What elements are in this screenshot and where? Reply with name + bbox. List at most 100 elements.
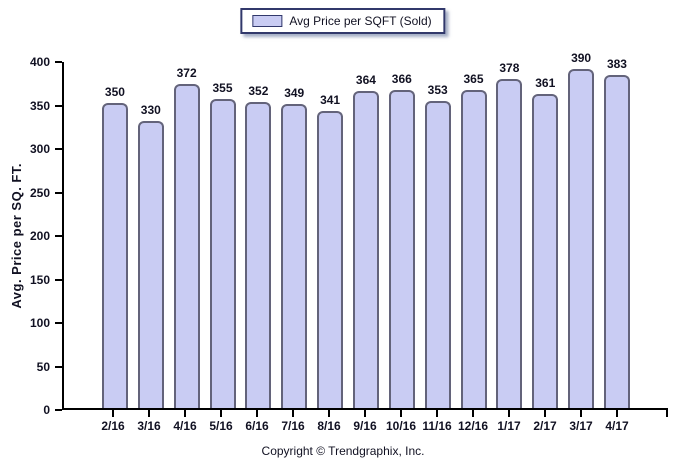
y-tick-100: 100 — [0, 316, 62, 330]
x-tick-label: 12/16 — [457, 419, 489, 433]
bar-slot-8-16: 341 — [312, 93, 348, 408]
bar — [568, 69, 595, 408]
x-tick-label: 2/17 — [533, 419, 557, 433]
bar — [137, 121, 164, 408]
y-tick-label: 250 — [29, 185, 50, 200]
bar-value-label: 383 — [606, 57, 627, 71]
y-tick-mark — [55, 235, 62, 237]
y-tick-label: 150 — [29, 272, 50, 287]
bar-value-label: 350 — [104, 85, 125, 99]
bar — [388, 90, 415, 408]
y-tick-mark — [55, 278, 62, 281]
bar-slot-4-16: 372 — [169, 66, 205, 408]
x-tick-label: 4/16 — [173, 419, 197, 433]
bar-value-label: 341 — [320, 93, 341, 107]
bar-value-label: 353 — [427, 83, 448, 97]
y-tick-mark — [55, 191, 62, 194]
bar-value-label: 365 — [463, 72, 484, 86]
bar-slot-7-16: 349 — [276, 86, 312, 408]
x-tick-label: 7/16 — [281, 419, 305, 433]
x-tick-label: 10/16 — [385, 419, 417, 433]
x-tick — [563, 410, 599, 417]
y-tick-label: 0 — [43, 403, 50, 417]
plot-area: 350 330 372 355 352 349 341 364 366 353 365 378 361 3… — [62, 51, 668, 410]
bar-value-label: 352 — [248, 84, 269, 98]
bar-value-label: 355 — [212, 81, 233, 95]
y-tick-300: 300 — [0, 142, 62, 156]
x-tick-label: 8/16 — [317, 419, 341, 433]
bar-slot-4-17: 383 — [599, 57, 635, 408]
bar — [281, 104, 308, 408]
y-tick-label: 100 — [29, 316, 50, 330]
bar — [209, 99, 236, 408]
x-tick — [131, 410, 167, 417]
x-tick-label: 9/16 — [353, 419, 377, 433]
bar-slot-3-17: 390 — [563, 51, 599, 408]
bar — [424, 101, 451, 408]
y-tick-mark — [55, 104, 62, 107]
y-tick-mark — [55, 322, 62, 324]
bar-value-label: 366 — [391, 72, 412, 86]
x-tick — [347, 410, 383, 417]
bar-slot-5-16: 355 — [205, 81, 241, 408]
bar-slot-10-16: 366 — [384, 72, 420, 408]
y-tick-label: 350 — [29, 98, 50, 113]
bar-slot-2-17: 361 — [527, 76, 563, 408]
bar — [532, 94, 559, 408]
bar-value-label: 372 — [176, 66, 197, 80]
x-axis-end-tick — [666, 410, 668, 417]
x-tick — [527, 410, 563, 417]
x-tick — [275, 410, 311, 417]
x-tick — [95, 410, 131, 417]
chart-legend: Avg Price per SQFT (Sold) — [240, 8, 446, 34]
bar-slot-1-17: 378 — [491, 61, 527, 408]
x-tick — [239, 410, 275, 417]
x-axis-ticks — [95, 410, 635, 417]
copyright-text: Copyright © Trendgraphix, Inc. — [261, 444, 425, 458]
x-tick-label: 2/16 — [101, 419, 125, 433]
y-tick-0: 0 — [0, 403, 62, 417]
y-tick-mark — [55, 148, 62, 150]
y-tick-label: 50 — [36, 359, 50, 374]
y-tick-mark — [55, 409, 62, 411]
x-tick — [599, 410, 635, 417]
y-tick-mark — [55, 365, 62, 368]
bar — [352, 91, 379, 408]
bar — [173, 84, 200, 408]
bar — [460, 90, 487, 408]
bar-value-label: 364 — [355, 73, 376, 87]
x-tick — [455, 410, 491, 417]
y-tick-250: 250 — [0, 186, 62, 200]
bar-slot-2-16: 350 — [97, 85, 133, 408]
y-tick-label: 200 — [29, 229, 50, 243]
x-tick — [311, 410, 347, 417]
y-tick-200: 200 — [0, 229, 62, 243]
x-tick-label: 6/16 — [245, 419, 269, 433]
y-tick-50: 50 — [0, 360, 62, 374]
legend-label: Avg Price per SQFT (Sold) — [289, 14, 432, 28]
x-tick — [419, 410, 455, 417]
bars-container: 350 330 372 355 352 349 341 364 366 353 365 378 361 3… — [97, 32, 635, 408]
x-tick-label: 1/17 — [497, 419, 521, 433]
y-tick-label: 300 — [29, 142, 50, 156]
bar-value-label: 361 — [535, 76, 556, 90]
bar — [317, 111, 344, 408]
x-tick-label: 11/16 — [422, 419, 452, 433]
x-tick-label: 4/17 — [605, 419, 629, 433]
y-tick-label: 400 — [29, 55, 50, 69]
bar — [245, 102, 272, 408]
bar-slot-9-16: 364 — [348, 73, 384, 408]
bar-slot-3-16: 330 — [133, 103, 169, 408]
y-tick-150: 150 — [0, 273, 62, 287]
y-tick-350: 350 — [0, 99, 62, 113]
bar-value-label: 330 — [140, 103, 161, 117]
bar-value-label: 390 — [571, 51, 592, 65]
bar-slot-6-16: 352 — [240, 84, 276, 408]
bar — [603, 75, 630, 408]
y-axis: 0 50 100 150 200 250 300 350 400 — [0, 55, 62, 417]
x-axis-labels: 2/16 3/16 4/16 5/16 6/16 7/16 8/16 9/16 10/16 11/… — [95, 419, 635, 433]
legend-swatch-avg-price — [252, 15, 283, 27]
x-tick-label: 3/16 — [137, 419, 161, 433]
x-tick — [491, 410, 527, 417]
